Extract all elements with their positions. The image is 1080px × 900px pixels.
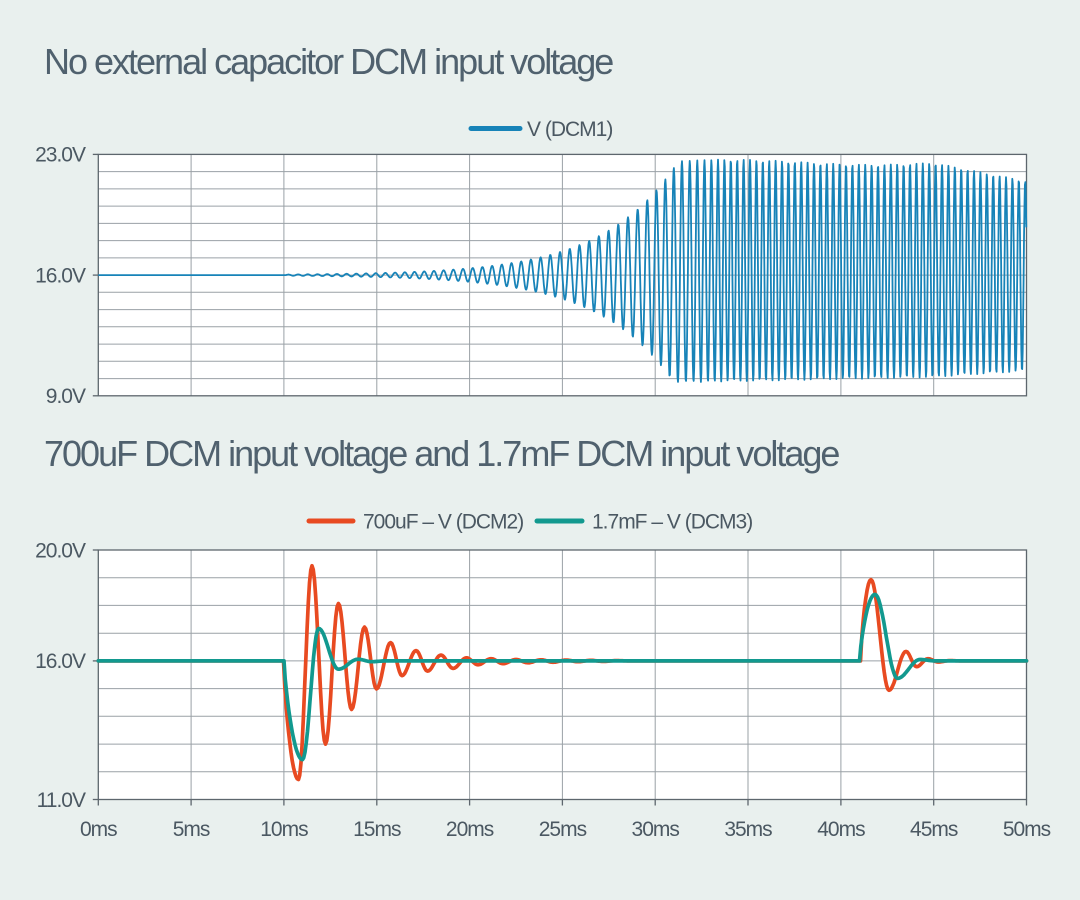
svg-text:V (DCM1): V (DCM1)	[527, 118, 612, 141]
svg-text:20ms: 20ms	[446, 818, 494, 841]
svg-text:16.0V: 16.0V	[35, 650, 86, 673]
svg-text:0ms: 0ms	[80, 818, 117, 841]
svg-text:40ms: 40ms	[817, 818, 865, 841]
svg-text:15ms: 15ms	[353, 818, 401, 841]
svg-text:23.0V: 23.0V	[35, 144, 86, 167]
svg-text:20.0V: 20.0V	[35, 539, 86, 562]
svg-text:45ms: 45ms	[910, 818, 958, 841]
svg-text:1.7mF – V (DCM3): 1.7mF – V (DCM3)	[592, 511, 752, 534]
svg-text:9.0V: 9.0V	[46, 385, 86, 408]
svg-text:25ms: 25ms	[539, 818, 587, 841]
svg-text:5ms: 5ms	[173, 818, 210, 841]
svg-text:30ms: 30ms	[632, 818, 680, 841]
svg-text:10ms: 10ms	[260, 818, 308, 841]
svg-text:16.0V: 16.0V	[35, 264, 86, 287]
svg-text:50ms: 50ms	[1003, 818, 1051, 841]
svg-text:35ms: 35ms	[724, 818, 772, 841]
svg-text:700uF – V (DCM2): 700uF – V (DCM2)	[363, 511, 523, 534]
svg-text:11.0V: 11.0V	[37, 789, 86, 812]
